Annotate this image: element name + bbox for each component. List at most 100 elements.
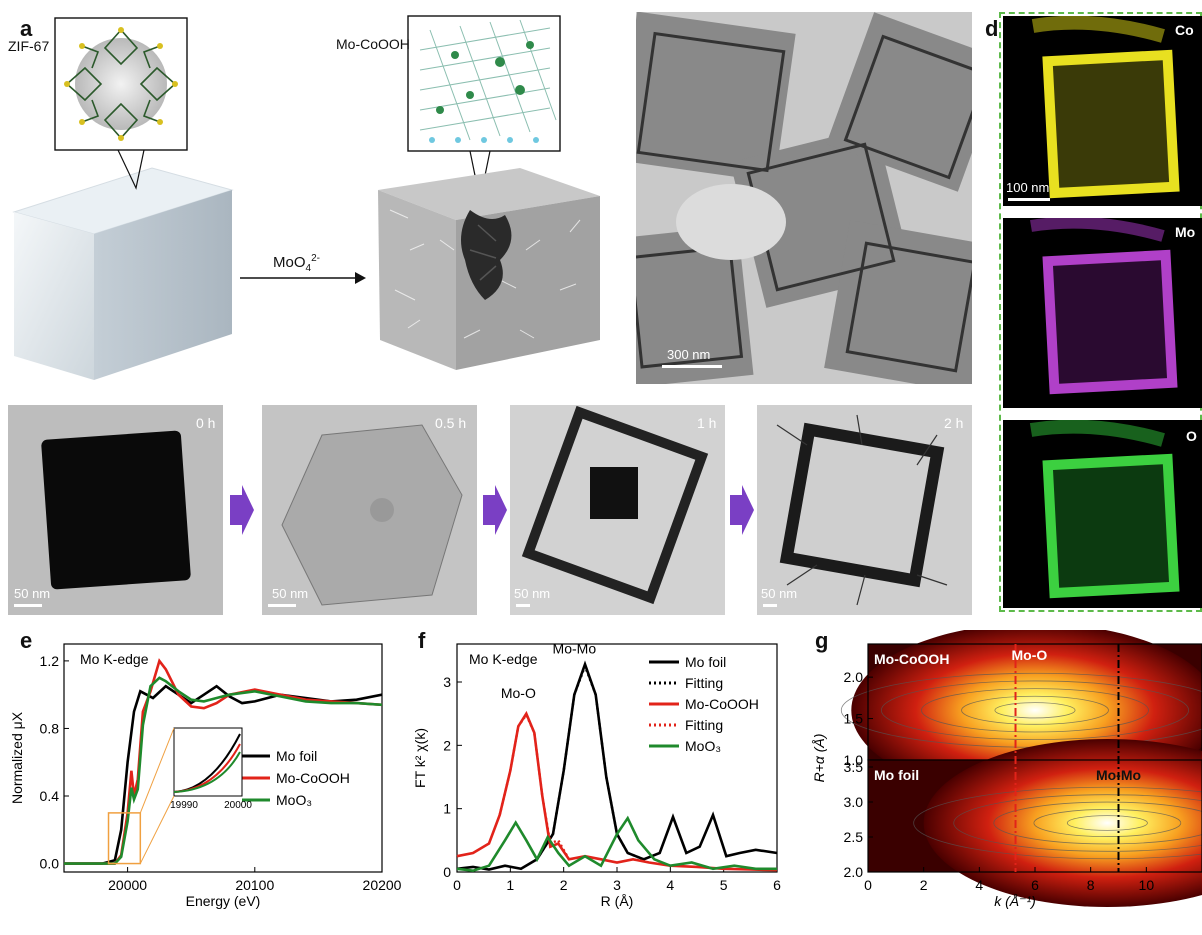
scalebar-label-b1: 50 nm <box>272 586 309 601</box>
annotation-mo-o-g: Mo-O <box>1012 647 1048 663</box>
legend-label-e-0: Mo foil <box>276 748 317 764</box>
eds-label-mo: Mo <box>1175 224 1196 240</box>
y-tick-label-e-2: 0.8 <box>40 720 60 736</box>
series-line-e-2 <box>64 676 383 865</box>
y-tick-label-g-1-1: 2.5 <box>844 829 864 845</box>
eds-label-o: O <box>1186 428 1197 444</box>
contour-g-0-0 <box>994 702 1076 719</box>
reagent-label: MoO42- <box>273 253 320 274</box>
progress-arrow-1 <box>230 485 254 535</box>
panel-label-f: f <box>418 628 426 653</box>
cube-right <box>94 190 232 380</box>
y-tick-label-e-1: 0.4 <box>40 788 60 804</box>
y-tick-label-g-1-3: 3.5 <box>844 759 864 775</box>
chart-xanes: 20000 20100 20200 0.0 0.4 0.8 1.2 Mo K-edge Ener… <box>9 643 402 909</box>
cube-left <box>14 212 94 380</box>
annotation-mo-o-f: Mo-O <box>501 685 536 701</box>
scalebar-label-c: 300 nm <box>667 347 711 362</box>
panel-label-e: e <box>20 628 33 653</box>
chart-wavelet: 1.0 1.5 2.0 Mo-CoOOH 2.0 2.5 3.0 3.5 Mo foil Mo-O… <box>811 630 1202 909</box>
panel-label-d: d <box>985 16 999 41</box>
scalebar-b1 <box>268 604 296 607</box>
y-axis-label-f: FT k² χ(k) <box>412 728 428 788</box>
y-tick-label-e-0: 0.0 <box>40 856 60 872</box>
y-tick-label-g-0-2: 2.0 <box>844 669 864 685</box>
heatmap-peak-g-1 <box>923 739 1202 907</box>
time-label-1h: 1 h <box>697 415 717 431</box>
x-tick-label-f-0: 0 <box>453 877 461 893</box>
eds-map-mo <box>1003 218 1202 408</box>
y-tick-label-g-1-0: 2.0 <box>844 864 864 880</box>
y-axis-label-e: Normalized μX <box>9 711 25 804</box>
tem-image-c <box>636 12 972 384</box>
legend-label-f-3: Fitting <box>685 717 723 733</box>
x-axis-label-f: R (Å) <box>601 893 634 909</box>
x-tick-label-f-4: 4 <box>666 877 674 893</box>
x-tick-label-f-6: 6 <box>773 877 781 893</box>
x-tick-label-g-1: 2 <box>920 877 928 893</box>
legend-label-f-4: MoO₃ <box>685 738 721 754</box>
tem-image-0h <box>8 405 223 615</box>
series-line-f-3 <box>498 712 571 860</box>
x-tick-label-g-4: 8 <box>1087 877 1095 893</box>
mocooh-label: Mo-CoOOH <box>336 36 410 52</box>
scalebar-label-b2: 50 nm <box>514 586 551 601</box>
time-label-2h: 2 h <box>944 415 964 431</box>
progress-arrow-3 <box>730 485 754 535</box>
legend-label-f-0: Mo foil <box>685 654 726 670</box>
y-axis-label-g: R+α (Å) <box>811 734 827 783</box>
eds-label-co: Co <box>1175 22 1194 38</box>
inset-zoom-box-e <box>107 812 142 865</box>
series-line-e-1 <box>64 658 383 865</box>
mocooh-structure-box <box>407 15 561 152</box>
inset-connector-1 <box>139 727 175 814</box>
x-axis-label-g: k (Å⁻¹) <box>994 893 1036 909</box>
contour-g-1-1 <box>1033 809 1182 837</box>
y-tick-label-f-0: 0 <box>443 864 451 880</box>
mocooh-fluffy-cube <box>378 168 600 370</box>
contour-g-1-3 <box>953 794 1202 852</box>
annotation-mo-mo-f: Mo-Mo <box>553 641 597 657</box>
y-tick-label-f-2: 2 <box>443 737 451 753</box>
panel-name-g-1: Mo foil <box>874 767 919 783</box>
contour-g-1-0 <box>1066 815 1148 831</box>
contour-g-0-3 <box>880 680 1190 741</box>
series-line-f-4 <box>456 815 777 873</box>
eds-map-co <box>1003 16 1202 206</box>
x-tick-label-f-2: 2 <box>560 877 568 893</box>
y-tick-label-g-0-0: 1.0 <box>844 752 864 768</box>
contour-g-0-1 <box>961 695 1109 725</box>
scalebar-b3 <box>763 604 777 607</box>
x-tick-label-g-3: 6 <box>1031 877 1039 893</box>
scalebar-b0 <box>14 604 42 607</box>
inset-tick-label-1: 20000 <box>224 800 252 811</box>
legend-label-f-2: Mo-CoOOH <box>685 696 759 712</box>
series-line-f-1 <box>535 662 645 861</box>
x-tick-label-e-1: 20100 <box>235 877 274 893</box>
time-label-05h: 0.5 h <box>435 415 467 431</box>
scalebar-label-d: 100 nm <box>1006 180 1050 195</box>
inset-connector-2 <box>139 795 175 864</box>
contour-g-0-2 <box>921 688 1149 733</box>
contour-g-1-4 <box>913 786 1202 860</box>
scalebar-b2 <box>516 604 530 607</box>
legend-label-f-1: Fitting <box>685 675 723 691</box>
time-label-0h: 0 h <box>196 415 216 431</box>
scalebar-label-b0: 50 nm <box>14 586 51 601</box>
panel-name-g-0: Mo-CoOOH <box>874 651 949 667</box>
x-tick-label-f-3: 3 <box>613 877 621 893</box>
contour-g-1-2 <box>993 801 1202 845</box>
eds-map-o <box>1003 420 1202 608</box>
panel-label-g: g <box>815 628 829 653</box>
zif67-label: ZIF-67 <box>8 38 50 54</box>
series-line-f-2 <box>456 710 778 872</box>
x-tick-label-g-0: 0 <box>864 877 872 893</box>
inset-frame-e <box>173 727 243 797</box>
tem-image-1h <box>510 405 725 615</box>
x-tick-label-f-1: 1 <box>506 877 514 893</box>
panel-label-a: a <box>20 16 33 41</box>
x-axis-label-e: Energy (eV) <box>186 893 261 909</box>
chart-title-e: Mo K-edge <box>80 651 149 667</box>
scalebar-c <box>662 365 722 368</box>
legend-label-e-1: Mo-CoOOH <box>276 770 350 786</box>
